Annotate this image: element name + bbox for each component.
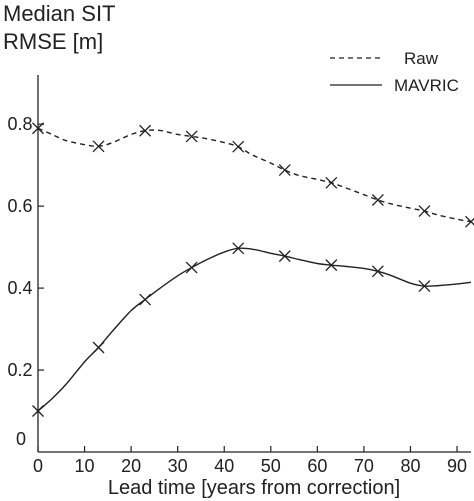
x-axis-label: Lead time [years from correction]	[108, 477, 400, 499]
data-point-mavric	[278, 250, 291, 263]
x-tick-label: 60	[307, 456, 327, 476]
data-point-raw	[465, 215, 474, 228]
y-tick-label: 0.2	[7, 360, 32, 380]
data-point-raw	[92, 140, 105, 153]
data-point-raw	[325, 176, 338, 189]
data-point-raw	[139, 124, 152, 137]
y-tick-label: 0.4	[7, 278, 32, 298]
x-tick-label: 90	[447, 456, 467, 476]
x-tick-label: 0	[33, 456, 43, 476]
data-point-raw	[371, 194, 384, 206]
legend: Raw MAVRIC	[330, 49, 459, 95]
x-tick-label: 20	[121, 456, 141, 476]
y-tick-label: 0.6	[7, 196, 32, 216]
chart-title-line-1: Median SIT	[3, 1, 116, 26]
x-tick-label: 80	[400, 456, 420, 476]
chart-title-line-2: RMSE [m]	[3, 29, 103, 54]
data-point-raw	[278, 164, 291, 177]
data-point-raw	[185, 130, 198, 143]
data-point-mavric	[418, 280, 431, 292]
x-tick-label: 70	[354, 456, 374, 476]
series-layer	[32, 122, 474, 417]
x-tick-label: 50	[261, 456, 281, 476]
series-line-raw	[37, 127, 472, 223]
legend-label-mavric: MAVRIC	[394, 76, 459, 95]
data-point-mavric	[325, 259, 338, 272]
data-point-mavric	[185, 261, 198, 274]
x-tick-label: 30	[168, 456, 188, 476]
x-tick-label: 10	[75, 456, 95, 476]
data-point-raw	[232, 140, 245, 153]
x-ticks: 0 10 20 30 40 50 60 70 80 90	[33, 446, 467, 476]
x-tick-label: 40	[214, 456, 234, 476]
y-tick-label-zero: 0	[16, 429, 26, 449]
data-point-mavric	[139, 293, 152, 306]
legend-label-raw: Raw	[404, 49, 439, 68]
data-point-mavric	[371, 265, 384, 278]
data-point-raw	[32, 122, 44, 135]
data-point-mavric	[92, 341, 105, 354]
data-point-mavric	[32, 405, 44, 417]
data-point-raw	[418, 205, 431, 218]
y-ticks: 0 0.2 0.4 0.6 0.8	[7, 114, 44, 449]
series-line-mavric	[37, 247, 472, 412]
data-point-mavric	[232, 242, 245, 255]
y-tick-label: 0.8	[7, 114, 32, 134]
